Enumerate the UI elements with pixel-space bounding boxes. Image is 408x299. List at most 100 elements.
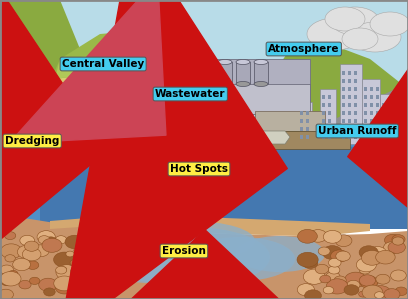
Bar xyxy=(322,111,325,115)
Bar xyxy=(388,127,391,131)
Ellipse shape xyxy=(89,271,99,278)
Ellipse shape xyxy=(73,258,87,268)
Bar xyxy=(402,127,405,131)
Ellipse shape xyxy=(359,291,367,297)
Polygon shape xyxy=(50,69,165,114)
Text: Urban Runoff: Urban Runoff xyxy=(318,126,397,136)
Bar xyxy=(354,87,357,91)
Bar xyxy=(388,135,391,139)
Ellipse shape xyxy=(0,265,13,274)
Ellipse shape xyxy=(328,258,341,267)
Bar xyxy=(340,64,362,144)
Polygon shape xyxy=(0,124,408,169)
Ellipse shape xyxy=(77,270,93,281)
Bar xyxy=(300,127,303,131)
Ellipse shape xyxy=(297,284,315,296)
Bar xyxy=(396,127,399,131)
Bar xyxy=(342,119,345,123)
Ellipse shape xyxy=(55,280,74,294)
Bar xyxy=(354,111,357,115)
Bar xyxy=(255,111,325,131)
Ellipse shape xyxy=(335,235,352,247)
Bar xyxy=(364,87,367,91)
Ellipse shape xyxy=(305,290,322,299)
Bar xyxy=(376,119,379,123)
Bar xyxy=(388,119,391,123)
Bar xyxy=(364,111,367,115)
Ellipse shape xyxy=(218,60,232,65)
Bar xyxy=(230,131,350,149)
Bar xyxy=(382,119,385,123)
Bar xyxy=(354,71,357,75)
Bar xyxy=(348,79,351,83)
Ellipse shape xyxy=(297,229,317,243)
Bar xyxy=(388,103,391,107)
Ellipse shape xyxy=(331,7,379,35)
Ellipse shape xyxy=(344,285,359,295)
Bar xyxy=(354,119,357,123)
Bar xyxy=(348,103,351,107)
Bar xyxy=(364,119,367,123)
Ellipse shape xyxy=(349,22,401,52)
Bar xyxy=(306,111,309,115)
Ellipse shape xyxy=(37,231,55,243)
Ellipse shape xyxy=(325,7,365,31)
Bar xyxy=(300,135,303,139)
Ellipse shape xyxy=(297,252,318,267)
Ellipse shape xyxy=(362,285,383,299)
Ellipse shape xyxy=(360,276,378,288)
Text: Atmosphere: Atmosphere xyxy=(268,44,339,54)
Ellipse shape xyxy=(218,82,232,86)
Ellipse shape xyxy=(330,250,348,262)
Ellipse shape xyxy=(5,255,16,262)
Ellipse shape xyxy=(91,252,109,265)
Bar xyxy=(370,111,373,115)
Text: Hot Spots: Hot Spots xyxy=(170,164,228,174)
Bar xyxy=(254,62,268,84)
Polygon shape xyxy=(50,217,370,236)
Bar xyxy=(348,95,351,99)
Ellipse shape xyxy=(395,287,407,296)
Ellipse shape xyxy=(304,269,325,284)
Bar xyxy=(328,119,331,123)
Ellipse shape xyxy=(1,278,12,286)
Bar xyxy=(342,71,345,75)
Bar xyxy=(370,119,373,123)
Ellipse shape xyxy=(38,236,50,244)
Ellipse shape xyxy=(384,234,401,246)
Ellipse shape xyxy=(318,247,330,255)
Bar xyxy=(370,127,373,131)
Ellipse shape xyxy=(323,286,334,294)
Bar xyxy=(342,79,345,83)
Ellipse shape xyxy=(365,257,374,264)
Polygon shape xyxy=(235,131,290,144)
Ellipse shape xyxy=(392,235,405,244)
Bar xyxy=(370,135,373,139)
Ellipse shape xyxy=(20,235,35,245)
Bar xyxy=(376,135,379,139)
Bar xyxy=(322,103,325,107)
Bar xyxy=(348,71,351,75)
Bar xyxy=(322,135,325,139)
Ellipse shape xyxy=(235,236,325,272)
Bar xyxy=(370,87,373,91)
Polygon shape xyxy=(0,0,408,159)
Polygon shape xyxy=(55,51,168,84)
Bar xyxy=(328,103,331,107)
Ellipse shape xyxy=(56,265,78,280)
Bar xyxy=(195,84,310,114)
Bar xyxy=(236,62,250,84)
Ellipse shape xyxy=(80,231,100,245)
Bar xyxy=(306,119,309,123)
Bar xyxy=(300,111,303,115)
Bar xyxy=(376,127,379,131)
Bar xyxy=(328,127,331,131)
Ellipse shape xyxy=(324,231,339,241)
Ellipse shape xyxy=(359,246,378,259)
Bar xyxy=(394,104,406,144)
Ellipse shape xyxy=(328,280,344,291)
Ellipse shape xyxy=(19,280,31,289)
Bar xyxy=(342,87,345,91)
Bar xyxy=(376,111,379,115)
Ellipse shape xyxy=(326,272,340,282)
